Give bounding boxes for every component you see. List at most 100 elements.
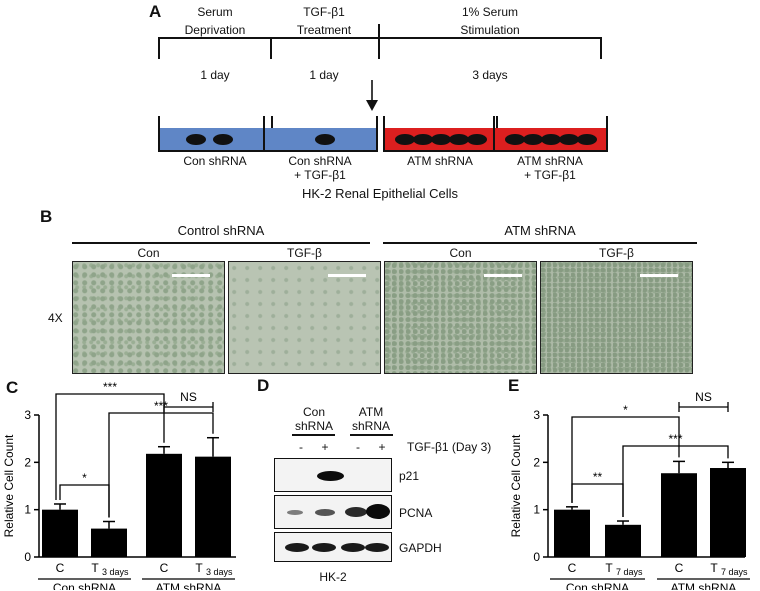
blot-label-gapdh: GAPDH [399, 541, 442, 555]
significance-label: ** [593, 470, 603, 484]
cell-icon [577, 134, 597, 145]
phase-label-line1: TGF-β1 [303, 5, 345, 19]
y-tick-label: 3 [24, 408, 31, 422]
blot-header-underline [350, 434, 393, 436]
treatment-mark: + [321, 440, 329, 454]
treatment-mark: - [299, 440, 303, 454]
phase-duration: 1 day [200, 68, 230, 82]
phase-duration: 3 days [472, 68, 508, 82]
scale-bar [640, 274, 678, 277]
phase-tgf-treatment: TGF-β1 Treatment [270, 5, 378, 37]
blot-band [315, 509, 335, 516]
condition-label: TGF-β [287, 246, 322, 260]
down-arrow-icon [366, 80, 378, 111]
category-label: T [91, 561, 99, 575]
blot-header-line2: shRNA [351, 419, 390, 433]
significance-label: *** [154, 399, 168, 413]
blot-header-underline [292, 434, 335, 436]
category-label: C [160, 561, 169, 575]
cell-icon [186, 134, 206, 145]
blot-band [345, 507, 367, 517]
micrograph-atm-tgf [540, 261, 693, 374]
significance-bracket [108, 412, 214, 518]
blot-header-atm: ATM shRNA [346, 405, 396, 433]
bar [554, 509, 590, 557]
category-label: T [710, 561, 718, 575]
category-subscript: 7 days [721, 567, 748, 577]
cell-icon [431, 134, 451, 145]
blot-band [312, 543, 336, 552]
category-label: T [195, 561, 203, 575]
group-label: Con shRNA [53, 581, 116, 590]
category-label: C [675, 561, 684, 575]
phase-label-line1: Serum [197, 5, 233, 19]
y-tick-label: 0 [533, 550, 540, 564]
scale-bar [484, 274, 522, 277]
panel-label-d: D [257, 376, 270, 395]
timeline-tick [270, 37, 272, 59]
cell-icon [523, 134, 543, 145]
phase-serum-deprivation: Serum Deprivation [160, 5, 270, 37]
group-underline [72, 242, 370, 244]
dish-label: ATM shRNA [375, 154, 505, 168]
y-tick-label: 2 [533, 455, 540, 469]
cell-icon [541, 134, 561, 145]
significance-label: NS [180, 390, 197, 404]
group-label: Con shRNA [566, 581, 629, 590]
significance-bracket [59, 484, 110, 518]
category-label: C [56, 561, 65, 575]
group-underline [383, 242, 697, 244]
group-label-control: Control shRNA [177, 223, 265, 238]
blot-band [366, 504, 390, 519]
y-tick-label: 1 [533, 503, 540, 517]
micrograph-control-tgf [228, 261, 381, 374]
blot-label-pcna: PCNA [399, 506, 433, 520]
micrograph-atm-con [384, 261, 537, 374]
group-label: ATM shRNA [156, 581, 222, 590]
y-tick-label: 2 [24, 455, 31, 469]
cell-icon [559, 134, 579, 145]
timeline-tick [158, 37, 160, 59]
blot-cell-line: HK-2 [319, 570, 347, 584]
y-axis-label: Relative Cell Count [2, 434, 16, 537]
dish-label: ATM shRNA + TGF-β1 [485, 154, 615, 182]
phase-serum-stimulation: 1% Serum Stimulation [379, 5, 601, 37]
blot-band [287, 510, 303, 515]
category-label: T [605, 561, 613, 575]
timeline-axis [158, 37, 601, 39]
phase-label-line1: 1% Serum [461, 5, 519, 19]
cell-icon [449, 134, 469, 145]
timeline-tick [378, 24, 380, 59]
dish-label: Con shRNA [150, 154, 280, 168]
condition-label: TGF-β [599, 246, 634, 260]
bar [91, 528, 127, 557]
treatment-mark: + [378, 440, 386, 454]
cell-icon [315, 134, 335, 145]
significance-label: * [623, 403, 628, 417]
significance-label: * [82, 471, 87, 485]
significance-label: *** [668, 432, 682, 446]
dish-label-line2: + TGF-β1 [294, 168, 346, 182]
cell-icon [395, 134, 415, 145]
significance-label: NS [695, 390, 712, 404]
phase-label-line2: Stimulation [460, 23, 520, 37]
group-label-atm: ATM shRNA [504, 223, 576, 238]
significance-bracket [622, 445, 729, 518]
cell-icon [213, 134, 233, 145]
blot-header-line1: ATM [358, 405, 384, 419]
blot-gapdh [274, 532, 392, 562]
culture-dish-atm-tgf [493, 116, 608, 152]
bar [605, 524, 641, 557]
blot-header-line2: shRNA [294, 419, 333, 433]
blot-p21 [274, 458, 392, 492]
cell-line-caption: HK-2 Renal Epithelial Cells [301, 186, 459, 201]
culture-dish-con [158, 116, 273, 152]
blot-header-line1: Con [302, 405, 325, 419]
blot-band [317, 471, 344, 481]
bar [710, 468, 746, 557]
panel-label-c: C [6, 378, 19, 397]
timeline-tick [600, 37, 602, 59]
bar [195, 456, 231, 557]
